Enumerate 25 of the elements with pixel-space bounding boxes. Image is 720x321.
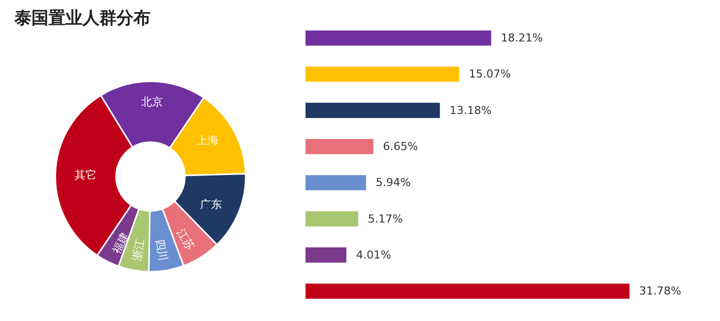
bar (306, 284, 630, 299)
bar (306, 102, 440, 118)
data-label: 5.94% (376, 176, 411, 190)
slice-label: 上海 (196, 134, 219, 148)
bar (306, 30, 492, 46)
data-label: 18.21% (500, 32, 543, 45)
data-label: 4.01% (356, 248, 392, 262)
data-label: 5.17% (368, 212, 403, 226)
bar (306, 175, 366, 190)
slice-label: 四川 (153, 238, 170, 262)
bar (306, 138, 374, 154)
slice-label: 广东 (200, 198, 222, 212)
chart-title: 泰国置业人群分布 (14, 8, 151, 29)
slice-label: 北京 (140, 95, 163, 108)
slice-label: 江苏 (174, 226, 197, 252)
bar (306, 211, 358, 226)
bar (306, 247, 346, 263)
data-label: 31.78% (639, 284, 682, 298)
data-label: 13.18% (450, 104, 492, 117)
slice-label: 福建 (110, 230, 132, 256)
bar (306, 66, 460, 82)
data-label: 6.65% (383, 140, 418, 154)
slice-label: 浙江 (130, 238, 148, 262)
slice-label: 其它 (74, 168, 96, 182)
data-label: 15.07% (468, 68, 511, 81)
